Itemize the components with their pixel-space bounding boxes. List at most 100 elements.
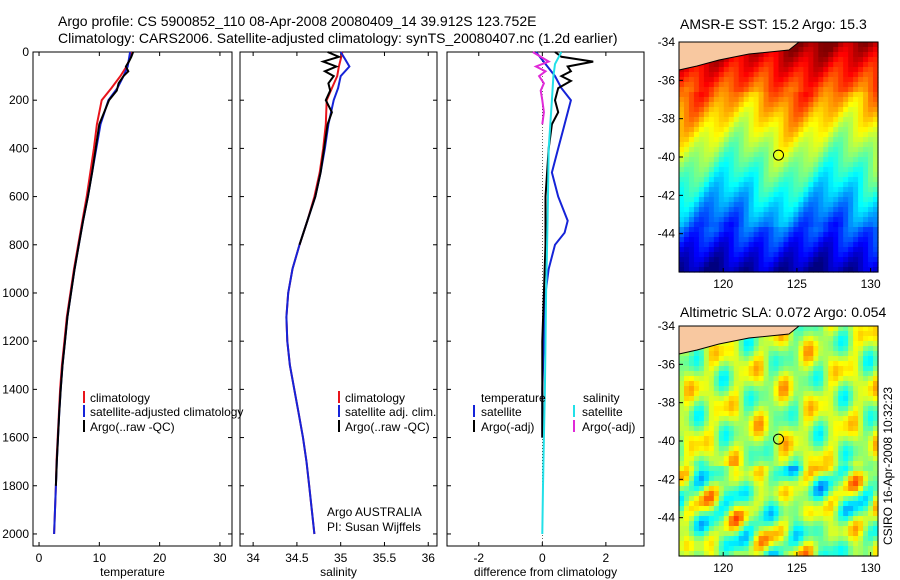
heatmap-cell xyxy=(863,182,869,188)
heatmap-cell xyxy=(763,536,770,542)
heatmap-cell xyxy=(833,396,839,402)
heatmap-cell xyxy=(828,62,834,68)
heatmap-cell xyxy=(793,212,799,218)
heatmap-cell xyxy=(743,411,750,417)
heatmap-cell xyxy=(733,526,740,532)
heatmap-cell xyxy=(708,376,715,382)
heatmap-cell xyxy=(703,506,710,512)
heatmap-cell xyxy=(688,117,695,123)
heatmap-cell xyxy=(848,177,854,183)
heatmap-cell xyxy=(808,446,814,452)
heatmap-cell xyxy=(753,92,760,98)
heatmap-cell xyxy=(828,227,834,233)
heatmap-cell xyxy=(738,406,745,412)
heatmap-cell xyxy=(788,491,795,497)
y-tick-label: 200 xyxy=(9,93,29,107)
heatmap-cell xyxy=(773,446,780,452)
heatmap-cell xyxy=(773,107,780,113)
heatmap-cell xyxy=(743,516,750,522)
heatmap-cell xyxy=(838,341,844,347)
heatmap-cell xyxy=(808,336,814,342)
heatmap-cell xyxy=(758,411,765,417)
heatmap-cell xyxy=(843,526,849,532)
heatmap-cell xyxy=(679,87,685,93)
heatmap-cell xyxy=(848,162,854,168)
heatmap-cell xyxy=(873,137,879,143)
heatmap-cell xyxy=(833,441,839,447)
heatmap-cell xyxy=(688,516,695,522)
heatmap-cell xyxy=(723,137,730,143)
heatmap-cell xyxy=(679,197,685,203)
heatmap-cell xyxy=(853,531,859,537)
heatmap-cell xyxy=(788,356,795,362)
heatmap-cell xyxy=(778,222,785,228)
heatmap-cell xyxy=(708,182,715,188)
heatmap-cell xyxy=(838,197,844,203)
series-line-temperature-argo-adj- xyxy=(541,51,594,438)
heatmap-cell xyxy=(838,177,844,183)
heatmap-cell xyxy=(803,401,809,407)
heatmap-cell xyxy=(738,72,745,78)
heatmap-cell xyxy=(843,192,849,198)
heatmap-cell xyxy=(868,117,874,123)
heatmap-cell xyxy=(793,252,799,258)
heatmap-cell xyxy=(703,381,710,387)
heatmap-cell xyxy=(813,47,819,53)
land-coastline xyxy=(678,325,801,355)
heatmap-cell xyxy=(803,152,809,158)
heatmap-cell xyxy=(858,476,864,482)
heatmap-cell xyxy=(843,202,849,208)
heatmap-cell xyxy=(708,421,715,427)
heatmap-cell xyxy=(823,142,829,148)
heatmap-cell xyxy=(813,142,819,148)
heatmap-cell xyxy=(873,401,879,407)
heatmap-cell xyxy=(848,426,854,432)
heatmap-cell xyxy=(843,541,849,547)
heatmap-cell xyxy=(688,436,695,442)
heatmap-cell xyxy=(718,351,725,357)
heatmap-cell xyxy=(833,476,839,482)
heatmap-cell xyxy=(703,77,710,83)
heatmap-cell xyxy=(793,92,799,98)
heatmap-cell xyxy=(873,336,879,342)
heatmap-cell xyxy=(693,501,700,507)
heatmap-cell xyxy=(738,381,745,387)
temperature-legend: climatology satellite-adjusted climatolo… xyxy=(83,391,243,434)
heatmap-cell xyxy=(679,202,685,208)
heatmap-cell xyxy=(798,112,804,118)
heatmap-cell xyxy=(708,411,715,417)
heatmap-cell xyxy=(743,117,750,123)
heatmap-cell xyxy=(838,102,844,108)
heatmap-cell xyxy=(679,416,685,422)
temperature-panel: 0 10 20 30020040060080010001200140016001800… xyxy=(2,45,233,579)
heatmap-cell xyxy=(803,167,809,173)
heatmap-cell xyxy=(848,237,854,243)
heatmap-cell xyxy=(708,247,715,253)
heatmap-cell xyxy=(753,102,760,108)
heatmap-cell xyxy=(833,127,839,133)
heatmap-cell xyxy=(688,401,695,407)
heatmap-cell xyxy=(698,222,705,228)
heatmap-cell xyxy=(723,267,730,273)
heatmap-cell xyxy=(763,386,770,392)
heatmap-cell xyxy=(723,102,730,108)
heatmap-cell xyxy=(863,77,869,83)
heatmap-cell xyxy=(858,67,864,73)
heatmap-cell xyxy=(778,466,785,472)
heatmap-cell xyxy=(728,441,735,447)
heatmap-cell xyxy=(738,396,745,402)
heatmap-cell xyxy=(808,137,814,143)
heatmap-cell xyxy=(823,361,829,367)
heatmap-cell xyxy=(778,112,785,118)
heatmap-cell xyxy=(853,461,859,467)
heatmap-cell xyxy=(798,471,804,477)
heatmap-cell xyxy=(828,486,834,492)
heatmap-cell xyxy=(718,346,725,352)
heatmap-cell xyxy=(728,67,735,73)
heatmap-cell xyxy=(783,551,790,557)
heatmap-cell xyxy=(763,257,770,263)
heatmap-cell xyxy=(818,57,824,63)
heatmap-cell xyxy=(818,87,824,93)
heatmap-cell xyxy=(773,77,780,83)
heatmap-cell xyxy=(788,526,795,532)
